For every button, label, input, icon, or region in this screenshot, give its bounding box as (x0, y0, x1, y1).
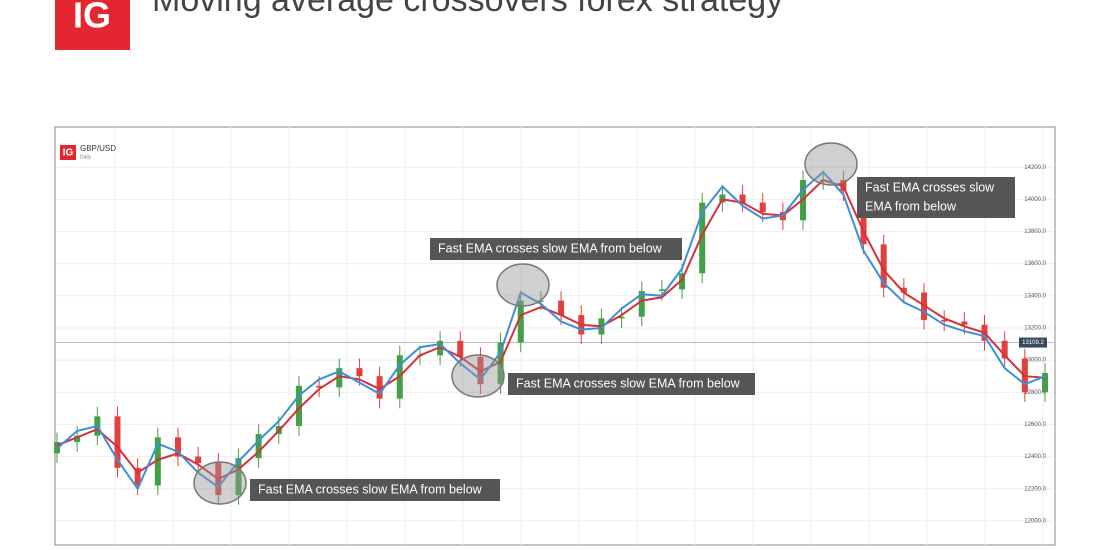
candle-body (174, 437, 181, 457)
candle-body (759, 202, 766, 213)
highlight-circle (496, 263, 550, 307)
highlight-circle (804, 142, 858, 186)
highlight-circle (193, 461, 247, 505)
callout-box (508, 373, 755, 395)
candle-body (336, 368, 343, 388)
callout-text: Fast EMA crosses slow EMA from below (258, 482, 483, 496)
y-tick-label: 13800.0 (1024, 229, 1046, 235)
callout-text: Fast EMA crosses slow (865, 180, 995, 194)
y-tick-label: 12000.0 (1024, 518, 1046, 524)
candle-body (295, 385, 302, 427)
callout-text: EMA from below (865, 199, 957, 213)
candle-body (255, 434, 262, 459)
candle-body (658, 289, 665, 291)
candle-body (235, 458, 242, 496)
candle-body (195, 456, 202, 464)
callout-box (250, 479, 500, 501)
y-tick-label: 13200.0 (1024, 326, 1046, 332)
candle-body (457, 340, 464, 357)
candle-body (1042, 372, 1048, 393)
candle-body (517, 300, 524, 343)
y-tick-label: 13400.0 (1024, 293, 1046, 299)
candle-body (376, 376, 383, 399)
y-tick-label: 12200.0 (1024, 486, 1046, 492)
candle-body (880, 244, 887, 288)
y-tick-label: 12600.0 (1024, 422, 1046, 428)
candle-body (699, 202, 706, 274)
candle-body (316, 385, 323, 388)
last-price-box (1019, 337, 1047, 348)
callout-text: Fast EMA crosses slow EMA from below (516, 376, 741, 390)
candle-body (558, 300, 565, 316)
logo-text: IG (73, 0, 111, 36)
page-title: Moving average crossovers forex strategy (152, 0, 783, 19)
candle-body (74, 435, 81, 443)
y-tick-label: 12800.0 (1024, 390, 1046, 396)
chart-logo (60, 145, 76, 160)
candle-body (114, 416, 121, 468)
candle-body (497, 342, 504, 385)
last-price-label: 13109.2 (1022, 340, 1044, 346)
candle-body (356, 368, 363, 377)
y-tick-label: 12400.0 (1024, 454, 1046, 460)
y-tick-label: 13600.0 (1024, 261, 1046, 267)
candle-body (900, 287, 907, 293)
candle-body (638, 290, 645, 317)
logo-box (55, 0, 130, 50)
timeframe: Daily (80, 154, 92, 160)
callout-text: Fast EMA crosses slow EMA from below (438, 241, 663, 255)
ema-line (56, 170, 1046, 491)
ema-line (56, 178, 1046, 481)
candle-body (679, 273, 686, 290)
candle-body (739, 194, 746, 203)
candle-body (1001, 340, 1008, 359)
candle-body (154, 437, 161, 486)
candle-body (618, 316, 625, 319)
highlight-circle (451, 354, 505, 398)
candle-body (961, 321, 968, 325)
candle-body (941, 319, 948, 322)
y-tick-label: 14200.0 (1024, 165, 1046, 171)
chart-logo-text: IG (63, 148, 74, 159)
callout-box (430, 238, 682, 260)
y-tick-label: 14000.0 (1024, 197, 1046, 203)
y-tick-label: 13000.0 (1024, 358, 1046, 364)
candle-body (134, 467, 141, 486)
callout-box (857, 177, 1015, 218)
symbol: GBP/USD (80, 144, 116, 153)
